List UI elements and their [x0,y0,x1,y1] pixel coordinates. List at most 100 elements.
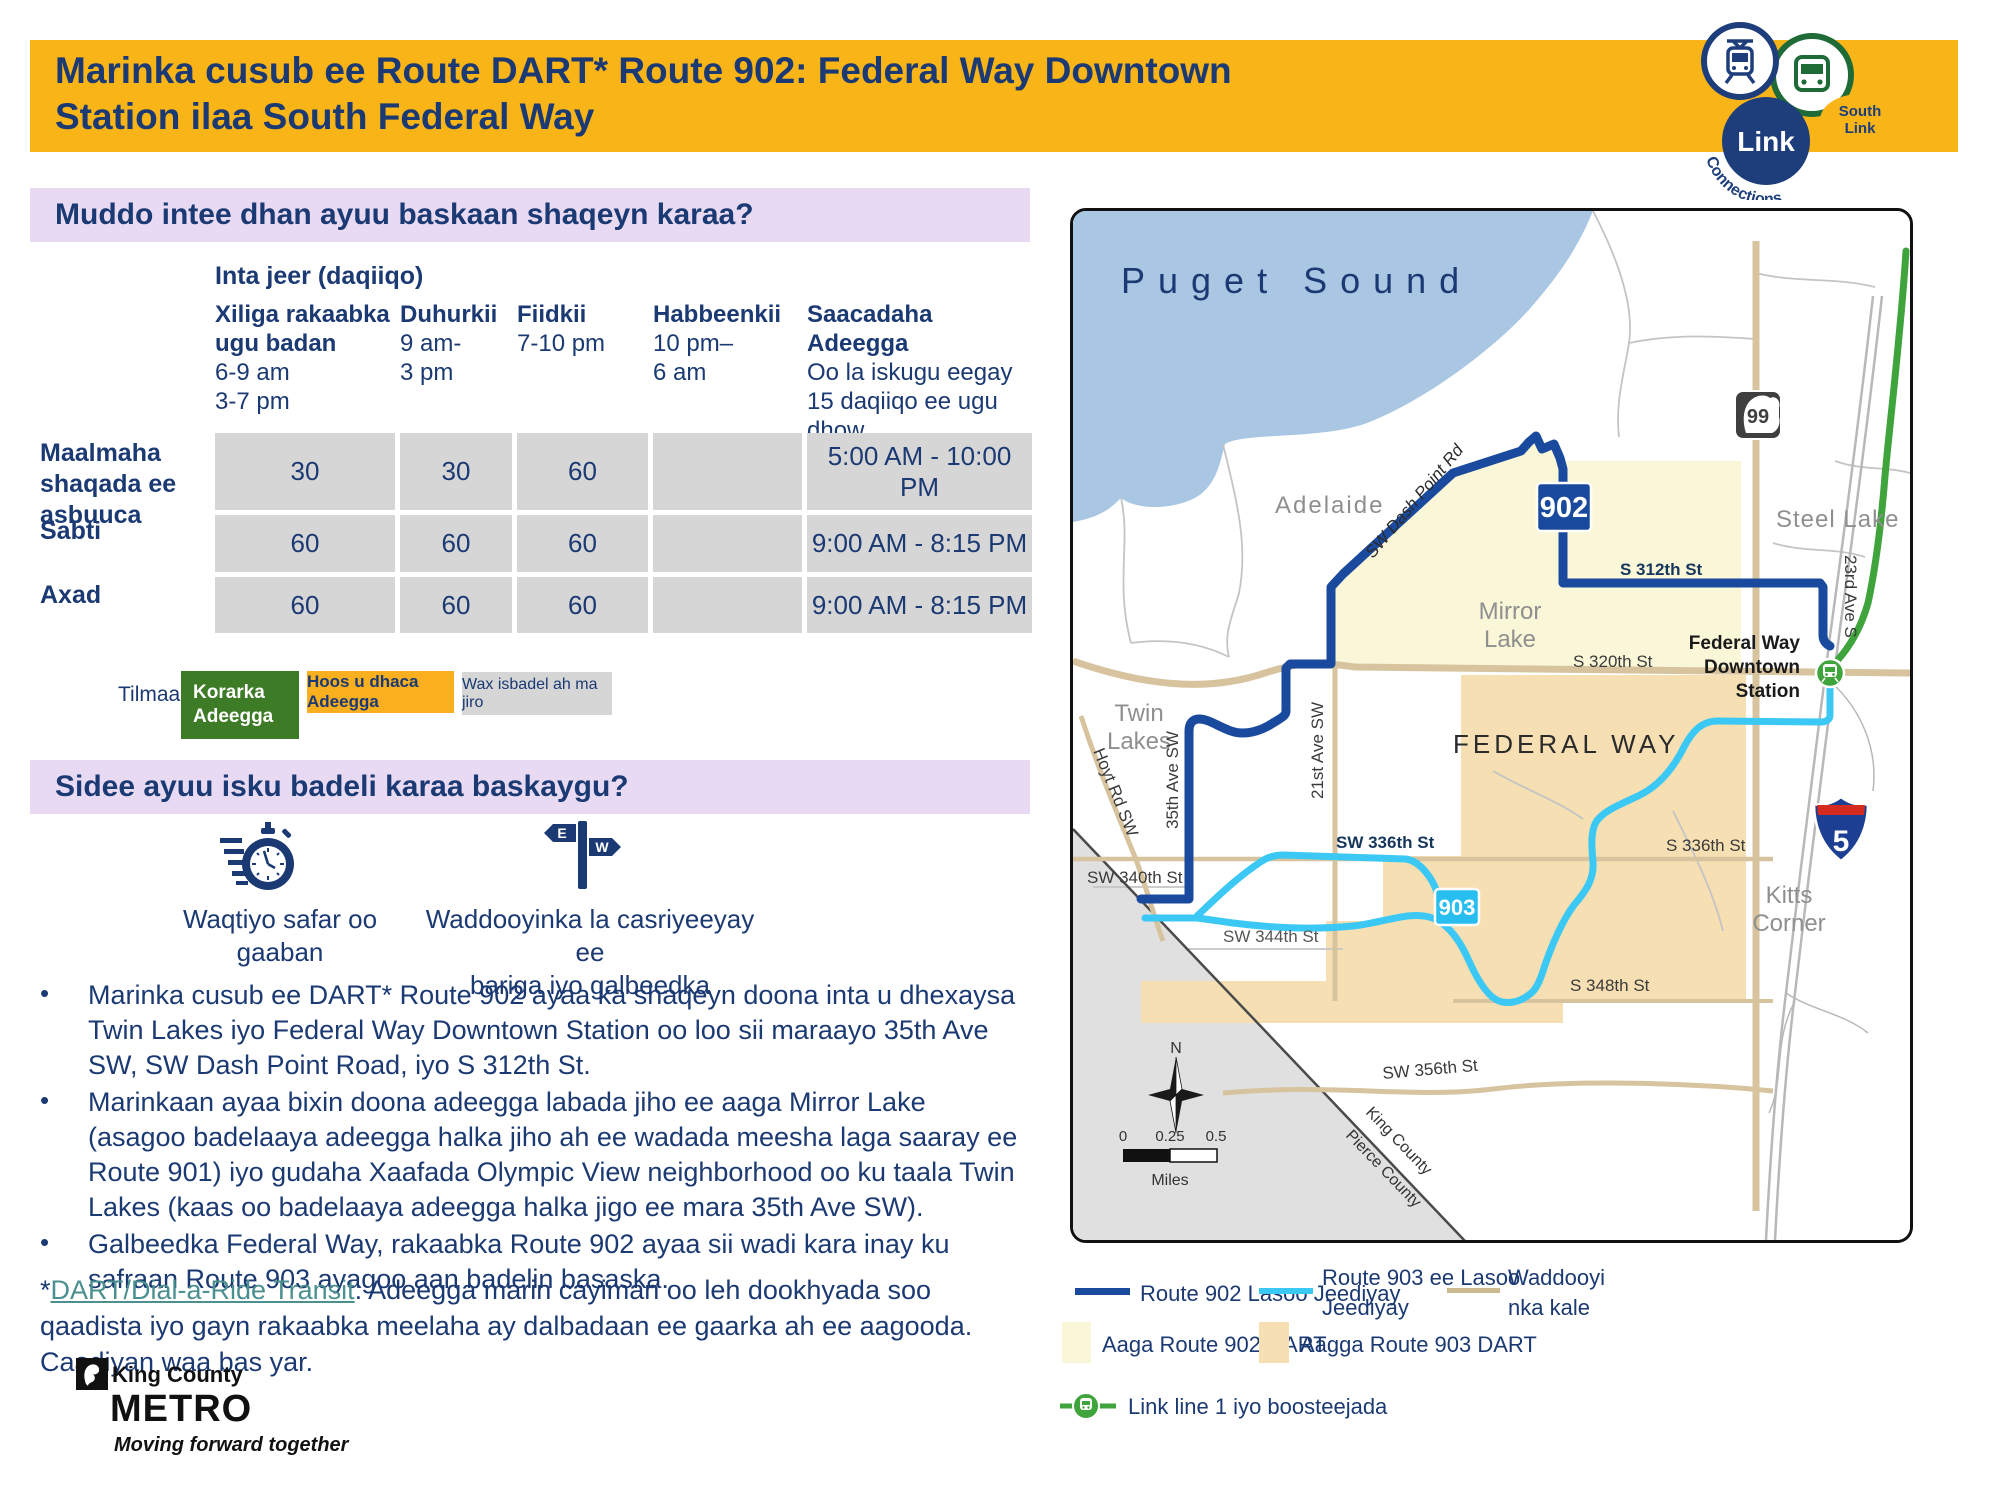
freq-table-title: Inta jeer (daqiiqo) [215,262,424,290]
i5-freeway [1764,295,1884,1240]
table-cell: 60 [215,577,395,633]
link-station-icon [1814,657,1846,689]
link-label: Link [1737,126,1795,157]
legend-route903: Route 903 ee Lasoo Jeediyay [1322,1265,1521,1320]
svg-text:0: 0 [1119,1128,1127,1145]
bus-icon [1794,55,1830,92]
route-902-line [1136,431,1835,904]
svg-text:Lakes: Lakes [1107,728,1171,755]
legend-area902: Aaga Route 902 DART [1102,1332,1327,1357]
dart-footnote: *DART/Dial-a-Ride Transit: Adeegga marin… [40,1272,1040,1380]
south-link-label-1: South [1839,103,1882,120]
benefit-caption-streets: Waddooyinka la casriyeeyay ee bariga iyo… [425,904,755,1000]
section-frequency: Muddo intee dhan ayuu baskaan shaqeyn ka… [30,188,1030,242]
table-cell: 60 [400,577,512,633]
benefit-caption-travel: Waqtiyo safar oo gaaban [182,904,378,967]
label-s312: S 312th St [1620,560,1703,579]
label-puget-sound: Puget Sound [1121,260,1472,301]
table-cell: 5:00 AM - 10:00 PM [807,433,1032,510]
bullet-icon: • [40,1085,50,1115]
svg-text:0.5: 0.5 [1206,1128,1227,1145]
header-banner [30,40,1958,152]
label-fw-downtown-station: Federal Way Downtown Station [1689,633,1801,702]
minor-roads [1093,211,1910,950]
footnote-text: : Adeegga marin cayiman oo leh dookhyada… [40,1275,973,1377]
list-item: • Marinka cusub ee DART* Route 902 ayaa … [40,978,1030,1083]
signpost-icon: E W [544,821,621,889]
agency-name: King County [112,1362,243,1387]
label-s336: S 336th St [1666,836,1746,855]
link-line [1832,247,1910,666]
page-title-line1: Marinka cusub ee Route DART* Route 902: … [55,50,1232,91]
legend-swatch-other-roads [1447,1288,1500,1293]
svg-text:E: E [557,825,566,841]
link-circle [1722,97,1810,185]
col-header-span: Saacadaha Adeegga Oo la iskugu eegay 15 … [807,301,1013,444]
agency-dept: METRO [110,1388,253,1430]
map-canvas: 902 903 99 5 Puget Sound Adelaide Steel … [1073,211,1910,1240]
label-kitts-corner: Kitts [1766,882,1813,909]
label-23rd-ave: 23rd Ave S [1841,555,1860,638]
table-cell: 60 [400,515,512,572]
table-cell: 60 [517,577,648,633]
list-item: • Galbeedka Federal Way, rakaabka Route … [40,1227,1030,1297]
legend-link-icon [1060,1392,1116,1420]
label-s320: S 320th St [1573,652,1653,671]
svg-text:Downtown: Downtown [1704,657,1800,678]
label-twin-lakes: Twin [1114,700,1163,727]
south-link-label-2: Link [1845,120,1876,137]
table-cell: 60 [517,515,648,572]
legend-chip-decrease: Hoos u dhaca Adeegga [307,671,454,713]
label-s348: S 348th St [1570,976,1650,995]
svg-text:W: W [595,839,609,855]
section-changes-heading: Sidee ayuu isku badeli karaa baskaygu? [55,770,629,803]
scale-bar: 0 0.25 0.5 Miles [1119,1128,1227,1189]
table-cell: 30 [400,433,512,510]
svg-text:Miles: Miles [1151,1172,1188,1189]
legend-link-line: Link line 1 iyo boosteejada [1128,1394,1388,1419]
legend-chip-increase: Korarka Adeegga [181,671,299,739]
link-connections-logo: South Link Link Connections [1701,22,1900,200]
bullet-icon: • [40,978,50,1008]
table-cell [653,515,802,572]
route-map: 902 903 99 5 Puget Sound Adelaide Steel … [1070,208,1913,1243]
footnote-star: * [40,1275,51,1305]
dart-903-area [1141,675,1746,1023]
legend-area903: Aagga Route 903 DART [1300,1332,1537,1357]
legend-chip-nochange: Wax isbadel ah ma jiro [462,672,612,715]
dart-link[interactable]: DART/Dial-a-Ride Transit [50,1275,355,1305]
table-cell [653,433,802,510]
svg-text:902: 902 [1540,492,1588,524]
label-adelaide: Adelaide [1275,492,1384,519]
label-mirror-lake: Mirror [1479,598,1542,625]
row-label-weekdays: Maalmaha shaqada ee asbuuca [40,439,177,529]
south-link-badge [1820,94,1900,146]
legend-other-roads: Waddooyi nka kale [1508,1265,1606,1320]
legend-swatch-area903 [1259,1322,1289,1363]
label-federal-way: FEDERAL WAY [1453,729,1680,759]
svg-text:5: 5 [1833,825,1850,858]
table-cell: 60 [517,433,648,510]
svg-text:99: 99 [1747,406,1769,428]
svg-text:Federal Way: Federal Way [1689,633,1801,654]
svg-text:Lake: Lake [1484,626,1536,653]
svg-text:Corner: Corner [1752,910,1825,937]
bullet-icon: • [40,1227,50,1257]
table-cell: 30 [215,433,395,510]
king-county-logo [76,1358,108,1390]
table-cell: 9:00 AM - 8:15 PM [807,577,1032,633]
col-header-peak: Xiliga rakaabka ugu badan 6-9 am 3-7 pm [215,301,390,415]
highway-99-shield: 99 [1734,390,1782,440]
legend-swatch-route902 [1075,1288,1130,1295]
label-21st-ave: 21st Ave SW [1308,702,1327,799]
svg-text:N: N [1170,1040,1182,1057]
svg-text:903: 903 [1439,895,1476,920]
page-title-line2: Station ilaa South Federal Way [55,96,595,137]
stopwatch-icon [220,822,294,890]
label-35th-ave: 35th Ave SW [1163,731,1182,829]
legend-swatch-area902 [1062,1322,1091,1363]
row-label-sunday: Axad [40,581,102,609]
legend-swatch-route903 [1259,1288,1313,1294]
label-sw336: SW 336th St [1336,833,1435,852]
bullet-list: • Marinka cusub ee DART* Route 902 ayaa … [40,978,1030,1299]
